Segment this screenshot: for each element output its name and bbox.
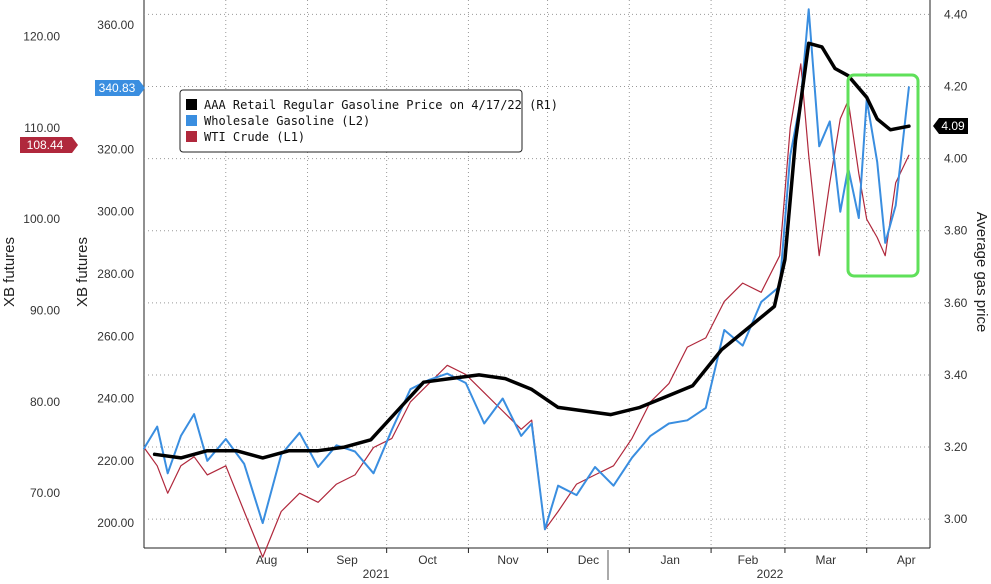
left-outer-tick-label: 80.00 bbox=[30, 395, 60, 409]
left-outer-tick-label: 100.00 bbox=[23, 212, 60, 226]
x-month-label: Jan bbox=[661, 553, 680, 567]
x-month-label: Oct bbox=[418, 553, 437, 567]
left-inner-tick-label: 300.00 bbox=[97, 205, 134, 219]
badge-crude: 108.44 bbox=[20, 137, 78, 153]
badge-crude-text: 108.44 bbox=[27, 138, 64, 152]
left-inner-tick-label: 240.00 bbox=[97, 392, 134, 406]
left-outer-tick-label: 90.00 bbox=[30, 304, 60, 318]
badge-retail-text: 4.09 bbox=[941, 119, 965, 133]
right-tick-label: 4.20 bbox=[944, 80, 968, 94]
left-outer-tick-label: 120.00 bbox=[23, 30, 60, 44]
left-outer-axis: 70.00 80.00 90.00 100.00 110.00 120.00 bbox=[23, 30, 60, 501]
left-inner-tick-label: 280.00 bbox=[97, 267, 134, 281]
legend-swatch-wholesale bbox=[186, 115, 197, 126]
left-outer-axis-title: XB futures bbox=[1, 237, 18, 307]
right-tick-label: 4.00 bbox=[944, 152, 968, 166]
legend-label-wholesale: Wholesale Gasoline (L2) bbox=[204, 114, 370, 128]
x-month-label: Dec bbox=[578, 553, 599, 567]
right-tick-label: 3.40 bbox=[944, 368, 968, 382]
x-month-label: Apr bbox=[897, 553, 916, 567]
right-tick-label: 4.40 bbox=[944, 7, 968, 21]
right-tick-label: 3.80 bbox=[944, 224, 968, 238]
left-inner-tick-label: 320.00 bbox=[97, 142, 134, 156]
legend-swatch-retail bbox=[186, 99, 197, 110]
series-line-crude bbox=[143, 63, 910, 558]
series-line-retail bbox=[152, 41, 911, 460]
left-inner-tick-label: 260.00 bbox=[97, 329, 134, 343]
badge-retail: 4.09 bbox=[933, 118, 968, 134]
left-inner-tick-label: 200.00 bbox=[97, 516, 134, 530]
x-axis: Aug Sep Oct Nov Dec Jan Feb Mar Apr 2021 2022 bbox=[225, 548, 916, 581]
badge-wholesale-text: 340.83 bbox=[99, 81, 136, 95]
x-month-label: Nov bbox=[497, 553, 518, 567]
left-inner-tick-label: 360.00 bbox=[97, 18, 134, 32]
gridlines bbox=[144, 0, 930, 548]
right-axis: 3.00 3.20 3.40 3.60 3.80 4.00 4.20 4.40 bbox=[944, 7, 968, 526]
right-tick-label: 3.20 bbox=[944, 440, 968, 454]
x-year-label: 2022 bbox=[757, 567, 784, 581]
x-month-label: Sep bbox=[336, 553, 358, 567]
legend-label-retail: AAA Retail Regular Gasoline Price on 4/1… bbox=[204, 98, 558, 112]
left-outer-tick-label: 110.00 bbox=[24, 121, 60, 135]
left-outer-tick-label: 70.00 bbox=[30, 486, 60, 500]
highlight-box bbox=[846, 73, 920, 278]
x-year-label: 2021 bbox=[363, 567, 390, 581]
series-layer bbox=[143, 8, 911, 558]
right-tick-label: 3.00 bbox=[944, 512, 968, 526]
badge-wholesale: 340.83 bbox=[95, 80, 145, 96]
x-month-label: Aug bbox=[256, 553, 277, 567]
x-month-label: Feb bbox=[738, 553, 759, 567]
legend-swatch-crude bbox=[186, 131, 197, 142]
right-tick-label: 3.60 bbox=[944, 296, 968, 310]
left-inner-tick-label: 220.00 bbox=[97, 454, 134, 468]
right-axis-title: Average gas price bbox=[973, 212, 990, 333]
x-month-label: Mar bbox=[815, 553, 836, 567]
legend: AAA Retail Regular Gasoline Price on 4/1… bbox=[179, 89, 558, 153]
plot-frame bbox=[143, 0, 931, 549]
series-line-wholesale bbox=[143, 8, 910, 531]
left-inner-axis-title: XB futures bbox=[74, 237, 91, 307]
legend-label-crude: WTI Crude (L1) bbox=[204, 130, 305, 144]
